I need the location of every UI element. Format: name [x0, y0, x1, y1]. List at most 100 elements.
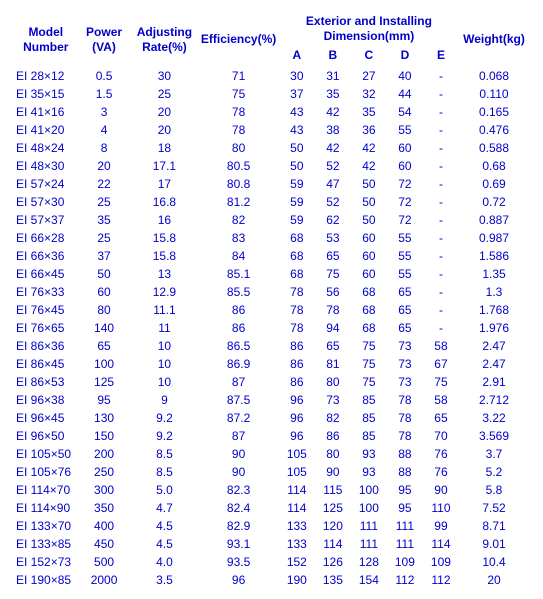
dim-d-cell: 111 — [387, 535, 423, 553]
table-row: EI 48×302017.180.550524260-0.68 — [14, 157, 529, 175]
adj-cell: 5.0 — [131, 481, 199, 499]
model-cell: EI 114×90 — [14, 499, 78, 517]
model-cell: EI 41×20 — [14, 121, 78, 139]
dim-e-cell: - — [423, 301, 459, 319]
power-cell: 450 — [78, 535, 131, 553]
dim-d-cell: 88 — [387, 445, 423, 463]
adj-cell: 12.9 — [131, 283, 199, 301]
col-dim-b: B — [315, 46, 351, 67]
dim-e-cell: - — [423, 229, 459, 247]
dim-c-cell: 85 — [351, 409, 387, 427]
power-cell: 150 — [78, 427, 131, 445]
dim-e-cell: 67 — [423, 355, 459, 373]
dim-b-cell: 62 — [315, 211, 351, 229]
dim-c-cell: 60 — [351, 247, 387, 265]
dim-d-cell: 65 — [387, 283, 423, 301]
dim-a-cell: 152 — [279, 553, 315, 571]
eff-cell: 86.5 — [198, 337, 279, 355]
weight-cell: 5.2 — [459, 463, 529, 481]
dim-b-cell: 78 — [315, 301, 351, 319]
col-dim-e: E — [423, 46, 459, 67]
dim-c-cell: 154 — [351, 571, 387, 589]
weight-cell: 0.72 — [459, 193, 529, 211]
dim-d-cell: 55 — [387, 265, 423, 283]
dim-e-cell: 76 — [423, 463, 459, 481]
adj-cell: 8.5 — [131, 445, 199, 463]
power-cell: 140 — [78, 319, 131, 337]
weight-cell: 0.110 — [459, 85, 529, 103]
table-row: EI 76×336012.985.578566865-1.3 — [14, 283, 529, 301]
weight-cell: 7.52 — [459, 499, 529, 517]
eff-cell: 93.1 — [198, 535, 279, 553]
dim-c-cell: 60 — [351, 265, 387, 283]
table-row: EI 41×163207843423554-0.165 — [14, 103, 529, 121]
model-cell: EI 57×37 — [14, 211, 78, 229]
dim-b-cell: 65 — [315, 337, 351, 355]
model-cell: EI 57×30 — [14, 193, 78, 211]
weight-cell: 1.3 — [459, 283, 529, 301]
dim-a-cell: 59 — [279, 175, 315, 193]
eff-cell: 78 — [198, 103, 279, 121]
eff-cell: 82.3 — [198, 481, 279, 499]
eff-cell: 86.9 — [198, 355, 279, 373]
model-cell: EI 96×38 — [14, 391, 78, 409]
dim-e-cell: - — [423, 175, 459, 193]
dim-a-cell: 50 — [279, 157, 315, 175]
weight-cell: 3.22 — [459, 409, 529, 427]
eff-cell: 82 — [198, 211, 279, 229]
dim-a-cell: 105 — [279, 463, 315, 481]
model-cell: EI 66×45 — [14, 265, 78, 283]
power-cell: 95 — [78, 391, 131, 409]
dim-d-cell: 95 — [387, 481, 423, 499]
table-row: EI 152×735004.093.515212612810910910.4 — [14, 553, 529, 571]
dim-b-cell: 82 — [315, 409, 351, 427]
weight-cell: 0.165 — [459, 103, 529, 121]
dim-a-cell: 43 — [279, 103, 315, 121]
dim-c-cell: 50 — [351, 211, 387, 229]
dim-a-cell: 86 — [279, 373, 315, 391]
dim-c-cell: 75 — [351, 337, 387, 355]
weight-cell: 8.71 — [459, 517, 529, 535]
table-row: EI 96×501509.28796868578703.569 — [14, 427, 529, 445]
dim-e-cell: - — [423, 67, 459, 85]
adj-cell: 17 — [131, 175, 199, 193]
adj-cell: 4.5 — [131, 517, 199, 535]
dim-d-cell: 78 — [387, 409, 423, 427]
dim-b-cell: 47 — [315, 175, 351, 193]
dim-d-cell: 65 — [387, 319, 423, 337]
eff-cell: 86 — [198, 319, 279, 337]
power-cell: 22 — [78, 175, 131, 193]
dim-e-cell: 76 — [423, 445, 459, 463]
adj-cell: 17.1 — [131, 157, 199, 175]
col-dim-c: C — [351, 46, 387, 67]
eff-cell: 84 — [198, 247, 279, 265]
dim-c-cell: 68 — [351, 301, 387, 319]
power-cell: 65 — [78, 337, 131, 355]
power-cell: 20 — [78, 157, 131, 175]
dim-e-cell: 109 — [423, 553, 459, 571]
eff-cell: 85.5 — [198, 283, 279, 301]
dim-b-cell: 80 — [315, 445, 351, 463]
dim-c-cell: 27 — [351, 67, 387, 85]
dim-c-cell: 42 — [351, 157, 387, 175]
dim-e-cell: 90 — [423, 481, 459, 499]
weight-cell: 0.68 — [459, 157, 529, 175]
dim-e-cell: - — [423, 139, 459, 157]
table-row: EI 66×45501385.168756055-1.35 — [14, 265, 529, 283]
dim-e-cell: 110 — [423, 499, 459, 517]
power-cell: 3 — [78, 103, 131, 121]
power-cell: 25 — [78, 193, 131, 211]
dim-e-cell: 114 — [423, 535, 459, 553]
model-cell: EI 105×50 — [14, 445, 78, 463]
dim-e-cell: - — [423, 85, 459, 103]
power-cell: 0.5 — [78, 67, 131, 85]
power-cell: 250 — [78, 463, 131, 481]
weight-cell: 0.887 — [459, 211, 529, 229]
adj-cell: 4.7 — [131, 499, 199, 517]
model-cell: EI 41×16 — [14, 103, 78, 121]
table-body: EI 28×120.5307130312740-0.068EI 35×151.5… — [14, 67, 529, 589]
eff-cell: 75 — [198, 85, 279, 103]
power-cell: 300 — [78, 481, 131, 499]
dim-d-cell: 109 — [387, 553, 423, 571]
eff-cell: 87 — [198, 427, 279, 445]
